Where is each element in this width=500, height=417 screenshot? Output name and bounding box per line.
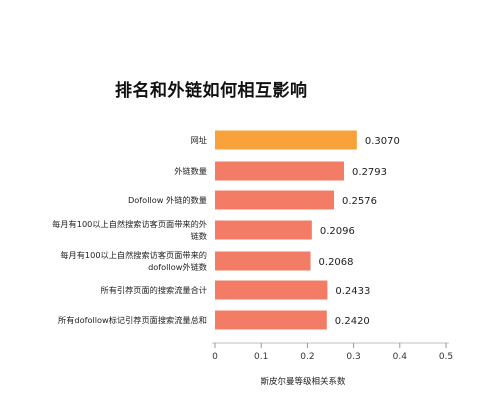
x-tick-label: 0.2 — [300, 352, 314, 362]
chart-title: 排名和外链如何相互影响 — [115, 81, 308, 101]
category-label: 网址 — [191, 135, 207, 145]
x-tick-label: 0.1 — [254, 352, 268, 362]
category-label: 每月有100以上自然搜索访客页面带来的外 — [52, 219, 207, 229]
x-axis-title: 斯皮尔曼等级相关系数 — [260, 376, 346, 387]
category-label: Dofollow 外链的数量 — [128, 195, 207, 205]
data-label: 0.2793 — [352, 167, 387, 178]
category-label: dofollow外链数 — [148, 262, 207, 272]
x-tick-label: 0 — [212, 352, 218, 362]
category-label: 外链数量 — [174, 166, 207, 176]
bar — [215, 310, 327, 330]
data-label: 0.3070 — [365, 136, 400, 147]
bar — [215, 161, 345, 181]
data-label: 0.2420 — [335, 316, 370, 327]
bar — [215, 190, 335, 210]
category-label: 所有引荐页面的搜索流量合计 — [101, 285, 207, 295]
category-label: 所有dofollow标记引荐页面搜索流量总和 — [58, 315, 207, 325]
data-label: 0.2068 — [319, 257, 354, 268]
bar — [215, 220, 312, 240]
category-label: 每月有100以上自然搜索访客页面带来的 — [60, 250, 207, 260]
bar — [215, 280, 328, 300]
bar — [215, 251, 311, 271]
x-tick-label: 0.4 — [393, 352, 408, 362]
x-tick-label: 0.3 — [346, 352, 360, 362]
x-tick-label: 0.5 — [439, 352, 453, 362]
data-label: 0.2433 — [335, 286, 370, 297]
data-label: 0.2576 — [342, 196, 377, 207]
data-label: 0.2096 — [320, 226, 355, 237]
category-label: 链数 — [191, 231, 207, 241]
bar — [215, 130, 357, 150]
